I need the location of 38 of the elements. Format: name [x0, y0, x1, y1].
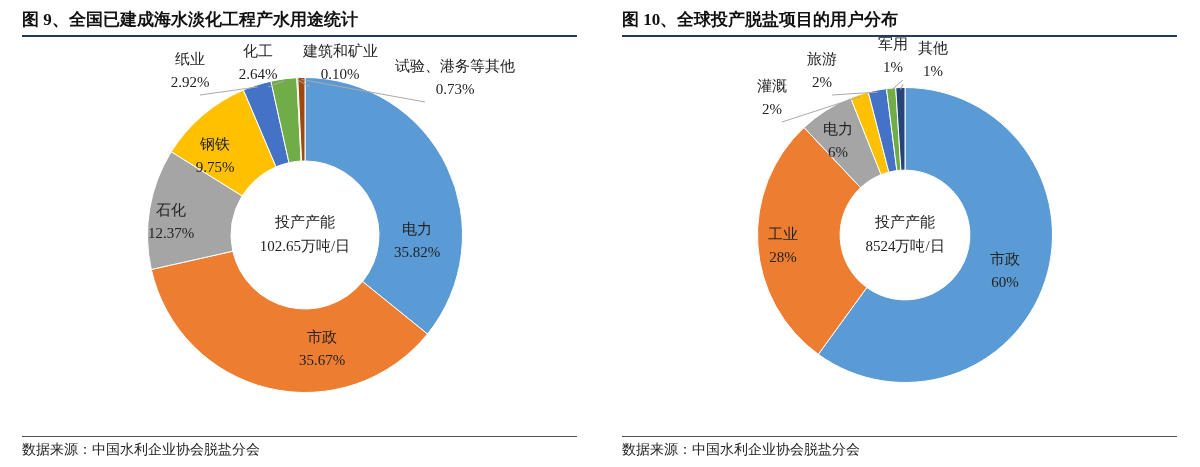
slice-label: 其他 — [918, 39, 948, 56]
text: 投产产能 — [274, 213, 335, 230]
text: 投产产能 — [874, 213, 935, 230]
slice-label: 化工 — [243, 42, 273, 59]
data-label: 2.64% — [238, 65, 278, 82]
slice-label: 工业 — [768, 225, 798, 242]
data-label: 9.75% — [195, 158, 235, 175]
slice-label: 市政 — [990, 250, 1020, 267]
data-label: 0.73% — [435, 80, 475, 97]
slice-label: 建筑和矿业 — [301, 42, 378, 59]
data-label: 35.67% — [298, 351, 346, 368]
slice-label: 电力 — [823, 120, 853, 137]
source-note: 数据来源：中国水利企业协会脱盐分会 — [622, 436, 1177, 459]
slice-label: 电力 — [402, 220, 432, 237]
data-label: 28% — [769, 248, 797, 265]
text: 102.65万吨/日 — [259, 237, 351, 254]
slice-label: 纸业 — [175, 50, 205, 67]
slice-label: 军用 — [878, 35, 908, 52]
slice-label: 试验、港务等其他 — [395, 57, 515, 74]
slice-label: 旅游 — [807, 50, 837, 67]
slice-label: 灌溉 — [757, 77, 787, 94]
slice-label: 石化 — [156, 201, 186, 218]
data-label: 1% — [923, 62, 943, 79]
data-label: 60% — [991, 273, 1019, 290]
data-label: 0.10% — [320, 65, 360, 82]
chart-title: 图 10、全球投产脱盐项目的用户分布 — [622, 8, 1177, 37]
data-label: 2% — [812, 73, 832, 90]
slice-label: 钢铁 — [199, 135, 230, 152]
data-label: 2% — [762, 100, 782, 117]
data-label: 2.92% — [170, 73, 210, 90]
data-label: 1% — [883, 58, 903, 75]
chart-title: 图 9、全国已建成海水淡化工程产水用途统计 — [22, 8, 577, 37]
data-label: 6% — [828, 143, 848, 160]
data-label: 12.37% — [147, 224, 195, 241]
source-note: 数据来源：中国水利企业协会脱盐分会 — [22, 436, 577, 459]
slice-label: 市政 — [307, 328, 337, 345]
text: 8524万吨/日 — [865, 237, 945, 254]
data-label: 35.82% — [393, 243, 441, 260]
